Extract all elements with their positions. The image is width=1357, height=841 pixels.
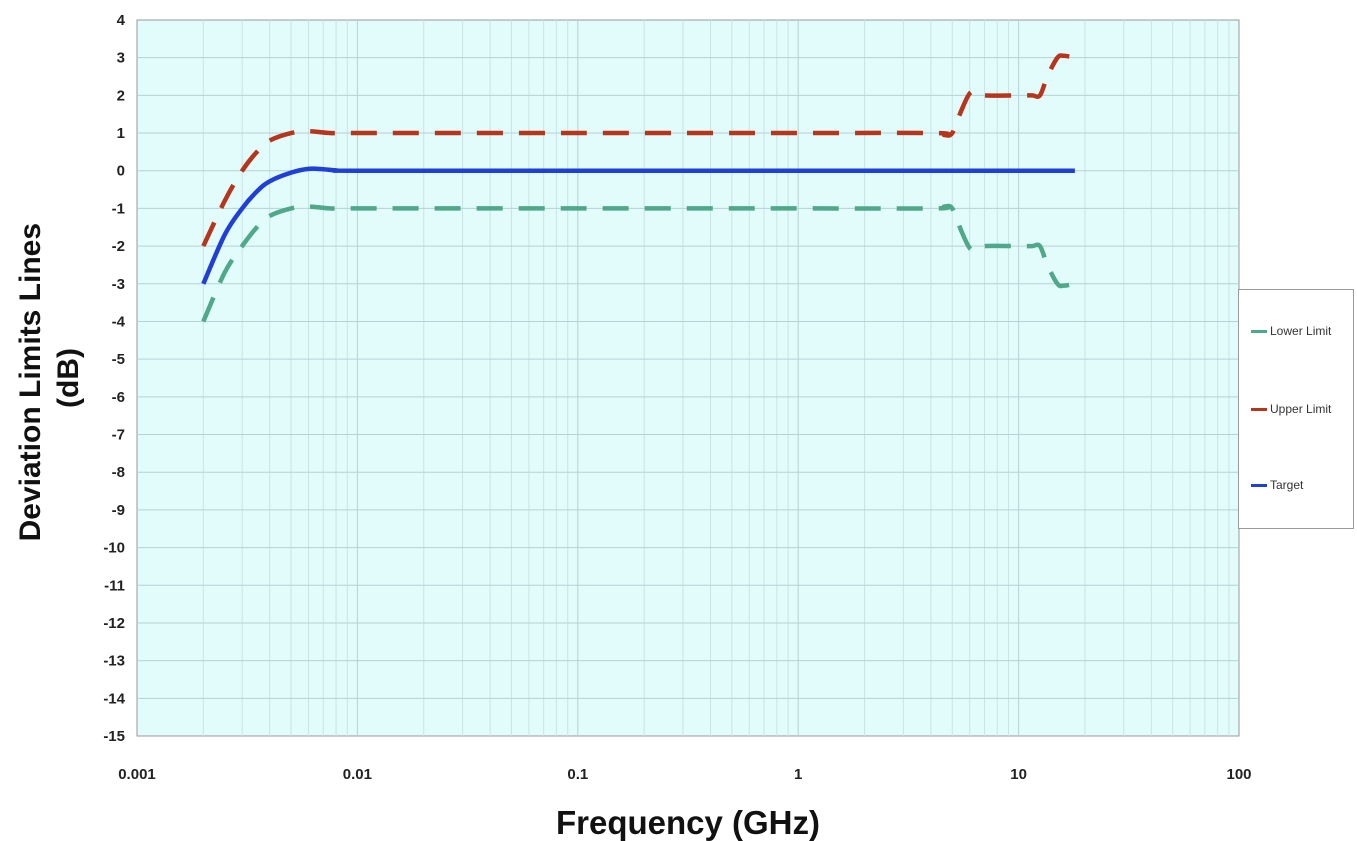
y-tick-label: -4	[112, 313, 126, 330]
legend-item-lower-limit: Lower Limit	[1251, 324, 1331, 338]
y-tick-label: -10	[103, 540, 125, 557]
y-tick-label: -9	[112, 502, 125, 519]
x-tick-label: 0.1	[567, 766, 588, 783]
y-axis-title-line-1: Deviation Limits Lines	[14, 223, 47, 541]
y-tick-label: 3	[117, 50, 125, 67]
y-tick-label: -5	[112, 351, 125, 368]
y-tick-label: 2	[117, 87, 125, 104]
y-tick-label: -3	[112, 276, 125, 293]
plot-area	[136, 19, 1240, 737]
x-tick-label: 10	[1010, 766, 1027, 783]
y-tick-label: -2	[112, 238, 125, 255]
y-tick-label: -14	[103, 690, 125, 707]
y-tick-label: 4	[117, 12, 126, 29]
y-tick-label: -12	[103, 615, 125, 632]
grid-lines	[137, 20, 1239, 736]
series-lines	[201, 53, 1076, 323]
series-line-lower-limit	[201, 203, 1076, 323]
x-tick-label: 0.01	[343, 766, 372, 783]
legend-label-upper-limit: Upper Limit	[1270, 402, 1332, 416]
y-tick-label: 0	[117, 163, 125, 180]
y-tick-label: 1	[117, 125, 125, 142]
y-tick-label: -13	[103, 653, 125, 670]
y-tick-label: -11	[104, 577, 125, 594]
legend-label-target: Target	[1270, 478, 1304, 492]
legend-item-upper-limit: Upper Limit	[1251, 402, 1331, 416]
legend-swatch-lower-limit	[1251, 329, 1267, 333]
y-tick-label: -7	[112, 427, 125, 444]
series-line-target	[201, 166, 1075, 285]
x-tick-label: 1	[794, 766, 802, 783]
y-tick-label: -8	[112, 464, 125, 481]
legend-swatch-upper-limit	[1251, 407, 1267, 411]
y-axis-title: Deviation Limits Lines (dB)	[14, 215, 85, 542]
x-tick-labels: 0.001 0.01 0.1 1 10 100	[118, 766, 1251, 783]
legend-label-lower-limit: Lower Limit	[1270, 324, 1332, 338]
y-tick-label: -6	[112, 389, 125, 406]
y-tick-label: -1	[112, 200, 125, 217]
x-tick-label: 100	[1226, 766, 1251, 783]
y-axis-title-line-2: (dB)	[52, 348, 85, 408]
x-axis-title: Frequency (GHz)	[556, 804, 820, 841]
y-tick-label: -15	[103, 728, 125, 745]
legend-item-target: Target	[1251, 478, 1303, 492]
legend-swatch-target	[1251, 483, 1267, 487]
series-line-upper-limit	[201, 53, 1076, 248]
x-tick-label: 0.001	[118, 766, 156, 783]
legend: Lower Limit Upper Limit Target	[1238, 289, 1354, 529]
y-tick-labels: 4 3 2 1 0 -1 -2 -3 -4 -5 -6 -7 -8 -9 -10 -11 -12 -13 -14 -1…	[103, 12, 125, 745]
